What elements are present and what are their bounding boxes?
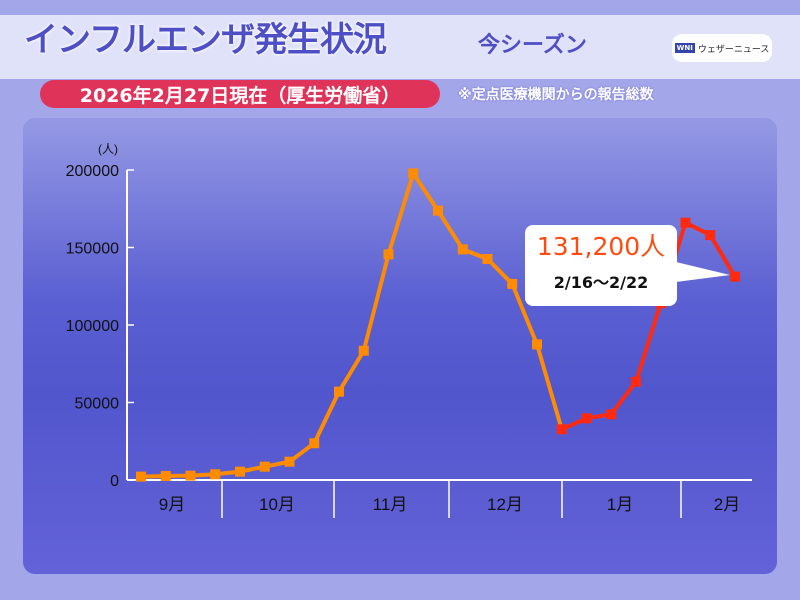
month-label: 12月 [487, 495, 523, 514]
y-tick-label: 100000 [66, 318, 119, 335]
latest-value-callout: 131,200人 2/16〜2/22 [525, 225, 677, 306]
data-point [185, 470, 196, 481]
y-tick-label: 150000 [66, 241, 119, 258]
data-point [235, 466, 245, 477]
month-label: 9月 [159, 495, 185, 514]
data-point [457, 244, 468, 255]
data-point [160, 470, 171, 481]
data-point [606, 409, 617, 420]
data-point [383, 249, 394, 260]
data-point [259, 461, 270, 472]
page-title: インフルエンザ発生状況 [24, 20, 387, 60]
data-point [408, 168, 419, 179]
y-tick-label: 0 [110, 473, 119, 490]
series-line-earlier [140, 171, 564, 479]
y-tick-label: 50000 [75, 396, 120, 413]
y-axis-unit: (人) [98, 142, 118, 156]
page-subtitle: 今シーズン [478, 33, 587, 58]
y-tick-label: 200000 [66, 163, 119, 180]
month-label: 1月 [607, 495, 633, 514]
weathernews-logo: WNI ウェザーニュース [672, 34, 772, 62]
logo-mark: WNI [674, 43, 695, 53]
source-note: ※定点医療機関からの報告総数 [458, 87, 654, 103]
data-point [680, 217, 691, 228]
data-point [433, 205, 443, 216]
month-label: 10月 [259, 495, 295, 514]
callout-value: 131,200人 [536, 232, 666, 261]
data-point [730, 271, 740, 282]
data-point [482, 253, 493, 264]
date-badge: 2026年2月27日現在（厚生労働省） [40, 80, 440, 108]
data-point [507, 278, 518, 289]
chart-panel [23, 118, 777, 574]
data-point [334, 386, 344, 397]
data-point [631, 376, 641, 387]
month-label: 11月 [373, 495, 408, 514]
logo-text: ウェザーニュース [697, 44, 770, 55]
data-point [309, 438, 320, 449]
data-point [581, 413, 592, 424]
month-label: 2月 [714, 495, 740, 514]
data-point [210, 469, 221, 480]
data-point [705, 230, 716, 241]
data-point [556, 424, 567, 435]
data-point [532, 339, 542, 350]
data-point [358, 345, 369, 356]
callout-date-range: 2/16〜2/22 [553, 273, 649, 292]
title-band [0, 15, 800, 79]
data-point [284, 456, 295, 467]
data-point [136, 471, 146, 482]
